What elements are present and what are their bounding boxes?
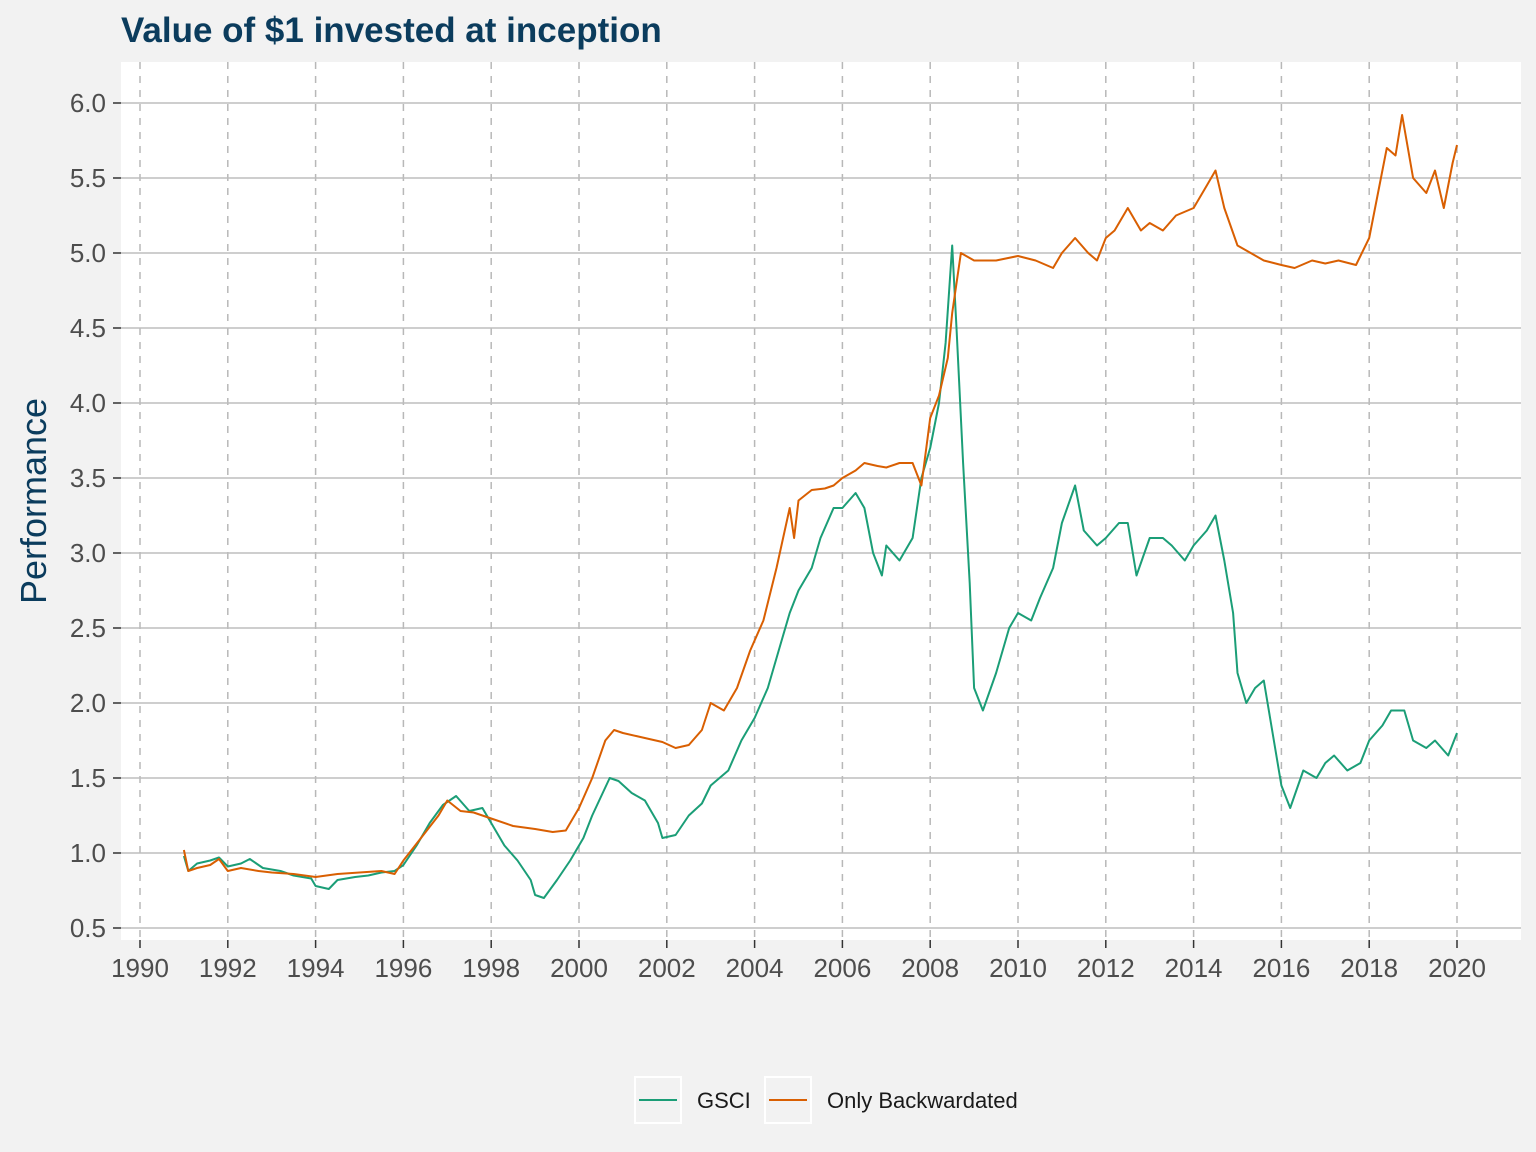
x-tick-label: 2002 [638,953,696,983]
x-tick-label: 2014 [1165,953,1223,983]
x-tick-label: 2006 [813,953,871,983]
y-tick-label: 3.5 [70,463,106,493]
x-tick-label: 2000 [550,953,608,983]
series-layer [182,114,1458,899]
y-tick-label: 6.0 [70,88,106,118]
y-axis-ticks: 0.5 1.0 1.5 2.0 2.5 3.0 3.5 4.0 4.5 5.0 5.5 6.0 [70,88,121,943]
x-axis-ticks: 1990 1992 1994 1996 1998 2000 2002 2004 2006 2008… [111,940,1486,983]
series-line-gsci [182,244,1458,899]
horizontal-gridlines [121,102,1521,929]
series-line-only-backwardated [182,114,1458,878]
chart-title: Value of $1 invested at inception [121,11,662,50]
vertical-gridlines [139,62,1458,940]
y-tick-label: 1.0 [70,838,106,868]
x-tick-label: 2008 [901,953,959,983]
y-tick-label: 4.5 [70,313,106,343]
y-tick-label: 2.5 [70,613,106,643]
x-tick-label: 2016 [1252,953,1310,983]
x-tick-label: 1992 [199,953,257,983]
y-axis-label: Performance [13,398,54,604]
x-tick-label: 1994 [287,953,345,983]
y-tick-label: 2.0 [70,688,106,718]
legend-label: GSCI [697,1088,751,1113]
plot-panel [121,62,1521,940]
legend: GSCI Only Backwardated [634,1076,1018,1124]
legend-key [764,1076,812,1124]
x-tick-label: 2018 [1340,953,1398,983]
y-tick-label: 5.0 [70,238,106,268]
x-tick-label: 2004 [726,953,784,983]
y-tick-label: 1.5 [70,763,106,793]
y-tick-label: 0.5 [70,913,106,943]
y-tick-label: 5.5 [70,163,106,193]
y-tick-label: 4.0 [70,388,106,418]
legend-label: Only Backwardated [827,1088,1018,1113]
y-tick-label: 3.0 [70,538,106,568]
x-tick-label: 2020 [1428,953,1486,983]
x-tick-label: 1996 [374,953,432,983]
legend-key [634,1076,682,1124]
x-tick-label: 1990 [111,953,169,983]
x-tick-label: 2010 [989,953,1047,983]
x-tick-label: 1998 [462,953,520,983]
x-tick-label: 2012 [1077,953,1135,983]
